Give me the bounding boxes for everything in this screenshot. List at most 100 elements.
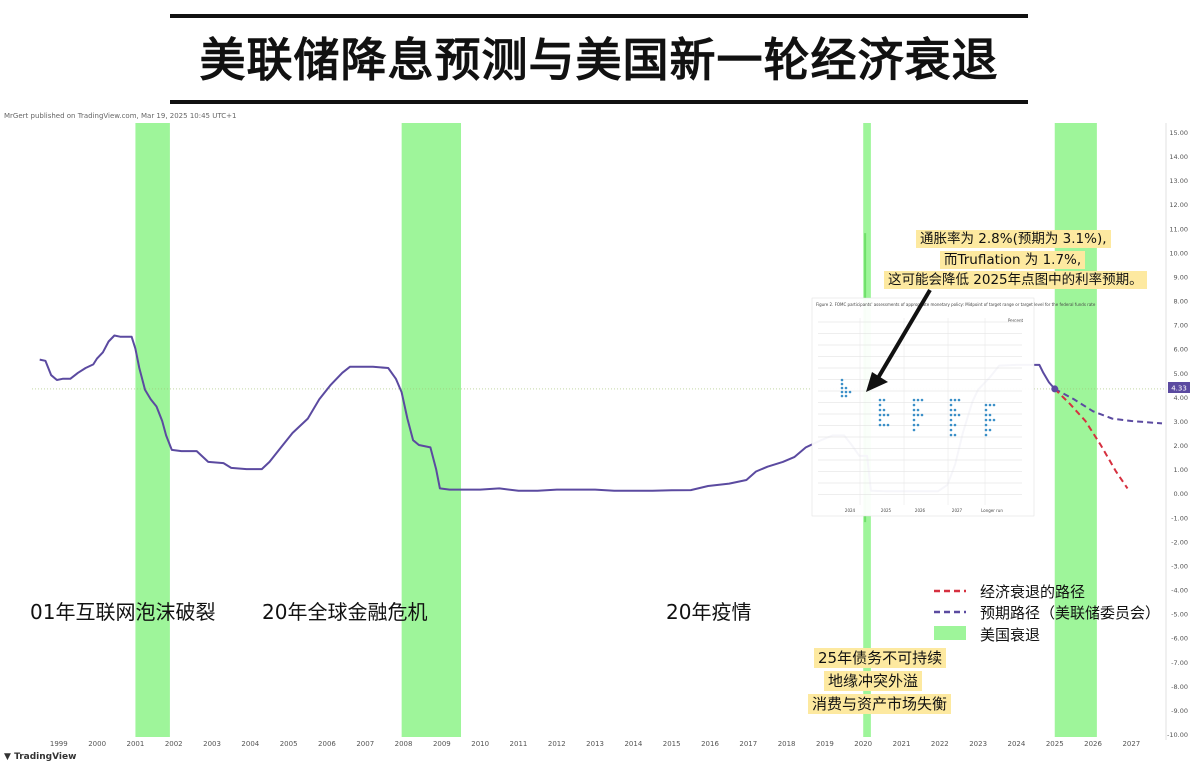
x-tick-label: 1999 — [50, 740, 68, 748]
x-tick-label: 2020 — [854, 740, 872, 748]
x-tick-label: 2023 — [969, 740, 987, 748]
risk-note-line-2: 地缘冲突外溢 — [824, 671, 923, 691]
recession-band — [401, 123, 462, 737]
y-tick-label: 10.00 — [1169, 249, 1188, 257]
inset-dot — [912, 423, 916, 427]
event-label-covid: 20年疫情 — [666, 600, 752, 624]
inset-grid — [818, 318, 1022, 505]
legend-recession-path: 经济衰退的路径 — [980, 583, 1086, 601]
projection-paths — [1051, 385, 1163, 489]
x-tick-label: 2015 — [663, 740, 681, 748]
inflation-note-line-3: 这可能会降低 2025年点图中的利率预期。 — [884, 271, 1147, 289]
inset-dot — [949, 413, 953, 417]
title-rule-bottom — [170, 100, 1028, 104]
y-tick-label: -3.00 — [1171, 562, 1188, 570]
x-axis: 1999 2000 2001 2002 2003 2004 2005 2006 2007 2008… — [50, 740, 1140, 748]
current-value-badge — [1168, 382, 1190, 393]
tradingview-logo-text: TradingView — [14, 752, 77, 762]
x-tick-label: 2014 — [624, 740, 642, 748]
x-tick-label: 2000 — [88, 740, 106, 748]
y-tick-label: 12.00 — [1169, 201, 1188, 209]
x-tick-label: 2021 — [893, 740, 911, 748]
title-rule-top — [170, 14, 1028, 18]
x-tick-label: 2017 — [739, 740, 757, 748]
inflation-note-line-1: 通胀率为 2.8%(预期为 3.1%), — [916, 230, 1111, 248]
inset-x-label: 2026 — [915, 508, 926, 513]
inset-dot — [949, 418, 953, 422]
x-tick-label: 2008 — [395, 740, 413, 748]
inset-x-label: 2027 — [952, 508, 963, 513]
inset-x-label: 2024 — [845, 508, 856, 513]
y-tick-label: -2.00 — [1171, 538, 1188, 546]
inset-dot — [840, 382, 844, 386]
x-tick-label: 2019 — [816, 740, 834, 748]
y-tick-label: 15.00 — [1169, 129, 1188, 137]
inset-dot — [984, 408, 988, 412]
inset-dot — [984, 418, 988, 422]
inset-dot — [949, 423, 953, 427]
event-label-gfc: 20年全球金融危机 — [262, 600, 428, 624]
y-tick-label: 9.00 — [1174, 273, 1188, 281]
inset-dot — [988, 418, 992, 422]
y-tick-label: 7.00 — [1174, 322, 1188, 330]
inset-dot — [878, 398, 882, 402]
y-tick-label: -7.00 — [1171, 659, 1188, 667]
legend-swatch-recession — [934, 626, 966, 640]
x-tick-label: 2013 — [586, 740, 604, 748]
y-tick-label: -4.00 — [1171, 587, 1188, 595]
y-tick-label: -6.00 — [1171, 635, 1188, 643]
y-axis: 15.00 14.00 13.00 12.00 11.00 10.00 9.00 8.00 7.… — [1167, 129, 1188, 739]
inset-dot — [949, 408, 953, 412]
inset-dot — [848, 390, 852, 394]
inflation-note-line-2: 而Truflation 为 1.7%, — [940, 251, 1086, 269]
x-tick-label: 2010 — [471, 740, 489, 748]
inset-dot — [882, 423, 886, 427]
inset-dot — [878, 418, 882, 422]
x-tick-label: 2011 — [510, 740, 528, 748]
inset-x-label: Longer run — [981, 508, 1003, 513]
inset-dot — [878, 423, 882, 427]
risk-note-line-3: 消费与资产市场失衡 — [808, 694, 952, 714]
x-tick-label: 2002 — [165, 740, 183, 748]
inset-dot — [882, 413, 886, 417]
x-tick-label: 2022 — [931, 740, 949, 748]
pointer-arrow-shaft — [876, 288, 932, 380]
inset-dot — [984, 413, 988, 417]
inset-dot — [984, 403, 988, 407]
inset-dot — [840, 390, 844, 394]
inset-dot — [840, 378, 844, 382]
y-tick-label: -1.00 — [1171, 514, 1188, 522]
inset-dot — [992, 418, 996, 422]
y-tick-label: 13.00 — [1169, 177, 1188, 185]
inset-dot — [992, 403, 996, 407]
inset-x-label: 2025 — [881, 508, 892, 513]
inset-dot — [882, 408, 886, 412]
inset-dot — [878, 403, 882, 407]
inset-x-labels: 2024 2025 2026 2027 Longer run — [845, 508, 1003, 513]
y-tick-label: 11.00 — [1169, 225, 1188, 233]
inset-dot — [912, 398, 916, 402]
x-tick-label: 2027 — [1122, 740, 1140, 748]
inset-dot — [912, 413, 916, 417]
inset-dot — [984, 433, 988, 437]
inset-dot — [920, 398, 924, 402]
inset-dot — [949, 398, 953, 402]
inset-dot — [840, 386, 844, 390]
inset-dots — [840, 378, 996, 437]
inset-dot — [844, 390, 848, 394]
event-label-dotcom: 01年互联网泡沫破裂 — [30, 600, 216, 624]
inset-dot — [916, 398, 920, 402]
inset-dot — [916, 423, 920, 427]
x-tick-label: 2003 — [203, 740, 221, 748]
current-rate-point — [1051, 385, 1059, 393]
inset-dot — [953, 408, 957, 412]
inset-dot — [953, 413, 957, 417]
inset-dot — [920, 413, 924, 417]
inset-dot — [988, 428, 992, 432]
publish-credit: MrGert published on TradingView.com, Mar… — [4, 112, 237, 120]
y-tick-label: 0.00 — [1174, 490, 1188, 498]
tradingview-logo-icon: ▼ — [4, 752, 15, 762]
x-tick-label: 2016 — [701, 740, 719, 748]
y-tick-label: -8.00 — [1171, 683, 1188, 691]
